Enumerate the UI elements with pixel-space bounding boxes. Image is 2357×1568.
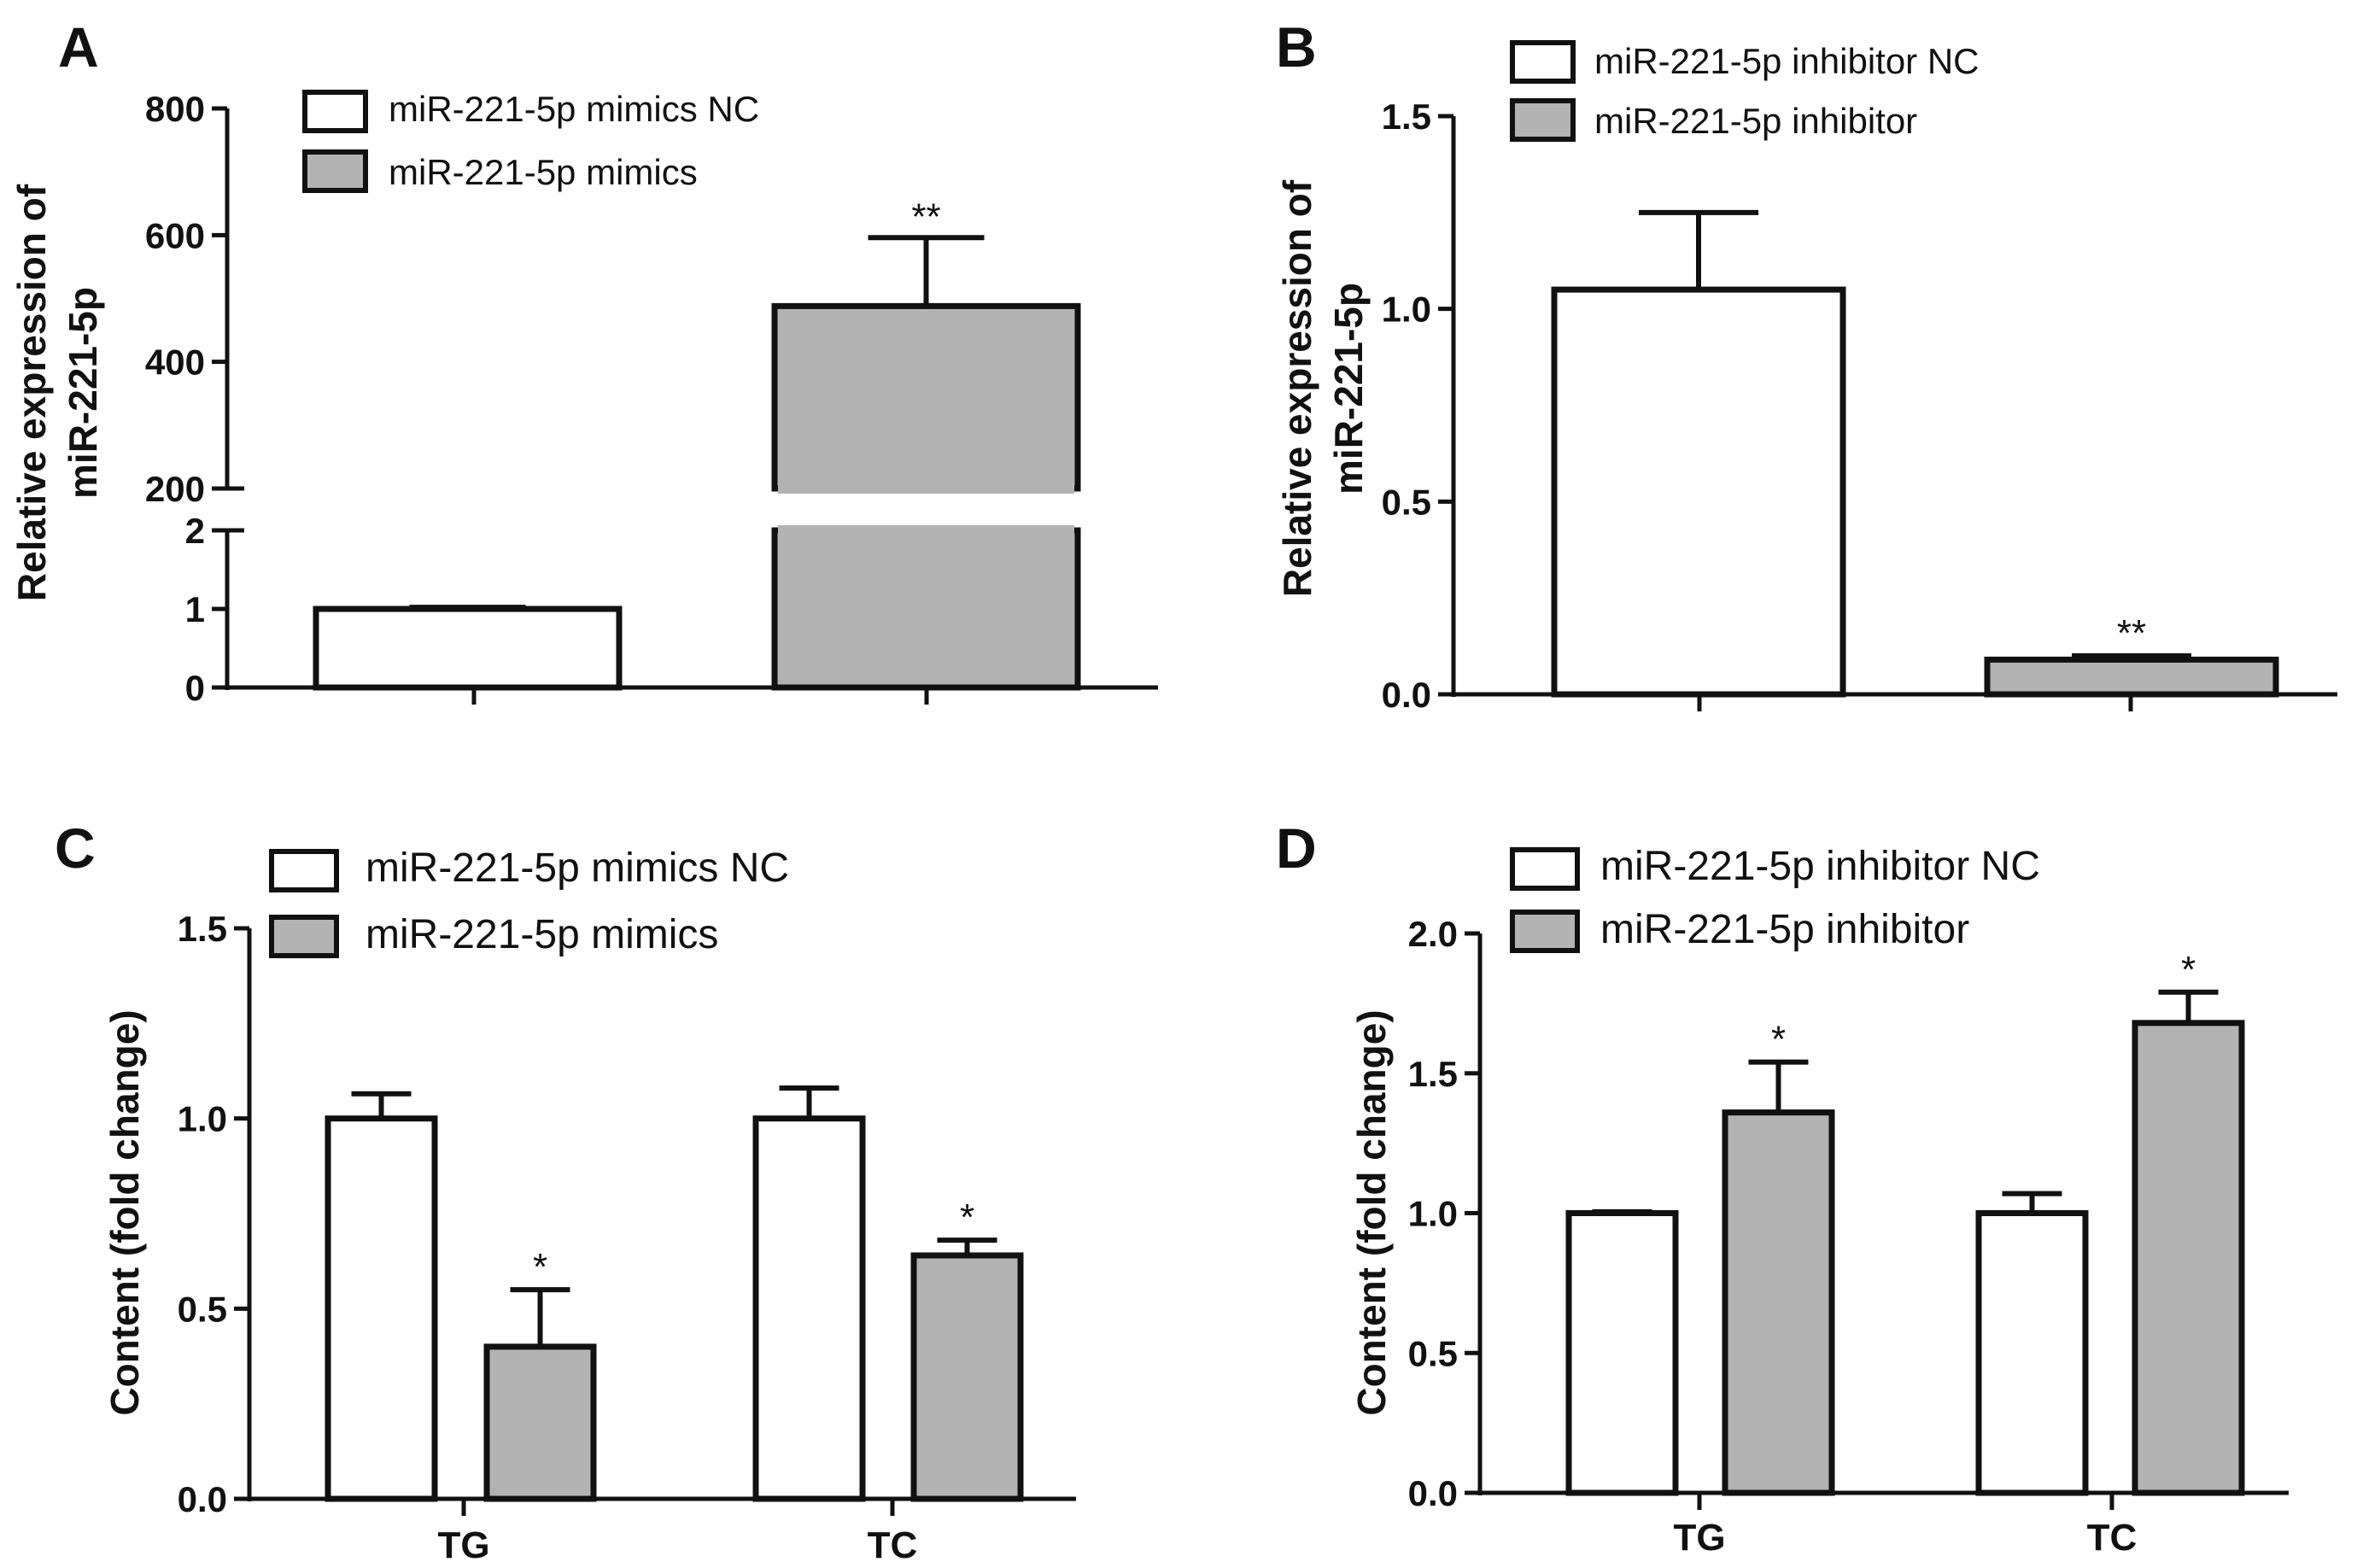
legend-label-treat-a: miR-221-5p mimics xyxy=(389,152,698,192)
panel-a: A Relative expression of miR-221-5p miR-… xyxy=(9,15,1158,708)
bar-tc-treat xyxy=(910,1252,1024,1502)
y-tick-label: 0 xyxy=(185,668,205,708)
legend-label-treat-d: miR-221-5p inhibitor xyxy=(1600,907,1969,952)
panel-b-y-axis-title: Relative expression of miR-221-5p xyxy=(1275,179,1371,597)
y-tick-label: 1.0 xyxy=(178,1099,227,1139)
y-tick-label: 2.0 xyxy=(1408,914,1458,954)
y-tick-label: 1.5 xyxy=(1408,1054,1458,1094)
x-tick-label-tg: TG xyxy=(437,1524,489,1566)
y-tick-label: 0.0 xyxy=(1382,675,1431,715)
bar-treat-break-mask-bottom xyxy=(778,525,1074,535)
legend-label-ctrl-b: miR-221-5p inhibitor NC xyxy=(1594,41,1980,81)
panel-a-legend: miR-221-5p mimics NC miR-221-5p mimics xyxy=(302,89,759,193)
legend-swatch-treat-d xyxy=(1510,910,1580,953)
bar-treat-lower xyxy=(771,527,1081,691)
panel-c-plot: * TG * TC 0.0 0.5 1.0 1.5 xyxy=(178,909,1076,1566)
sig-marker-treat: ** xyxy=(911,196,940,237)
y-tick-label: 200 xyxy=(145,469,205,509)
sig-marker-tc-treat: * xyxy=(960,1196,974,1238)
sig-marker-tc-treat: * xyxy=(2181,949,2196,991)
legend-label-treat-c: miR-221-5p mimics xyxy=(366,912,718,957)
panel-a-plot: ** 200 400 600 800 0 1 2 xyxy=(145,89,1158,708)
y-tick-label: 0.0 xyxy=(178,1479,227,1519)
panel-b-y-axis-title-line-2: miR-221-5p xyxy=(1326,283,1371,494)
legend-label-ctrl-c: miR-221-5p mimics NC xyxy=(366,845,789,891)
panel-b-y-axis-title-line-1: Relative expression of xyxy=(1275,179,1319,597)
bar-tg-ctrl xyxy=(325,1115,438,1502)
panel-d-letter: D xyxy=(1276,816,1317,880)
bar-tc-ctrl xyxy=(752,1115,866,1502)
sig-marker-tg-treat: * xyxy=(1771,1019,1786,1061)
legend-swatch-treat-b xyxy=(1510,98,1576,142)
panel-a-y-axis-title-line-2: miR-221-5p xyxy=(61,287,105,499)
sig-marker-bar-treat: ** xyxy=(2117,612,2146,654)
x-tick-label-tc: TC xyxy=(2087,1517,2138,1559)
y-tick-label: 600 xyxy=(145,215,205,255)
y-tick-label: 1.5 xyxy=(178,909,227,949)
y-tick-label: 400 xyxy=(145,342,205,383)
bar-bar-ctrl xyxy=(1551,286,1846,698)
bar-treat-break-mask-top xyxy=(778,483,1074,494)
panel-d-legend: miR-221-5p inhibitor NC miR-221-5p inhib… xyxy=(1510,844,2040,953)
panel-c-letter: C xyxy=(55,816,96,880)
legend-label-ctrl-d: miR-221-5p inhibitor NC xyxy=(1600,844,2040,889)
panel-a-letter: A xyxy=(58,15,99,79)
panel-c-y-axis-title: Content (fold change) xyxy=(102,1009,147,1415)
panel-c: C Content (fold change) miR-221-5p mimic… xyxy=(55,816,1076,1566)
y-tick-label: 1.5 xyxy=(1382,97,1431,137)
bar-tc-ctrl xyxy=(1975,1210,2089,1496)
y-tick-label: 0.5 xyxy=(178,1289,227,1329)
panel-b-legend: miR-221-5p inhibitor NC miR-221-5p inhib… xyxy=(1510,40,1980,142)
legend-swatch-treat-c xyxy=(269,915,339,958)
y-tick-label: 2 xyxy=(185,511,205,551)
panel-b-letter: B xyxy=(1276,15,1317,79)
legend-swatch-ctrl-b xyxy=(1510,40,1576,84)
panel-c-legend: miR-221-5p mimics NC miR-221-5p mimics xyxy=(269,845,789,958)
bar-tc-treat xyxy=(2132,1020,2245,1496)
sig-marker-tg-treat: * xyxy=(533,1246,547,1288)
bar-treat-upper xyxy=(771,302,1081,492)
panel-b: B Relative expression of miR-221-5p miR-… xyxy=(1275,15,2337,715)
legend-swatch-ctrl-d xyxy=(1510,847,1580,891)
x-tick-label-tc: TC xyxy=(868,1524,918,1566)
panel-a-y-axis-title-line-1: Relative expression of xyxy=(9,184,54,601)
panel-a-y-axis-title: Relative expression of miR-221-5p xyxy=(9,184,105,601)
y-tick-label: 1.0 xyxy=(1408,1194,1458,1234)
panel-b-plot: ** 0.0 0.5 1.0 1.5 xyxy=(1382,97,2337,715)
legend-label-ctrl-a: miR-221-5p mimics NC xyxy=(389,89,759,129)
bar-tg-treat xyxy=(1722,1109,1835,1496)
bar-ctrl xyxy=(313,606,623,691)
legend-label-treat-b: miR-221-5p inhibitor xyxy=(1594,101,1917,141)
legend-swatch-treat-a xyxy=(302,149,368,193)
y-tick-label: 1.0 xyxy=(1382,290,1431,330)
panel-d-plot: * TG * TC 0.0 0.5 1.0 1.5 2.0 xyxy=(1408,914,2289,1559)
y-tick-label: 0.0 xyxy=(1408,1473,1458,1513)
y-tick-label: 0.5 xyxy=(1382,482,1431,522)
y-tick-label: 1 xyxy=(185,589,205,629)
y-tick-label: 0.5 xyxy=(1408,1333,1458,1373)
x-tick-label-tg: TG xyxy=(1673,1517,1725,1559)
bar-tg-treat xyxy=(483,1343,597,1502)
legend-swatch-ctrl-a xyxy=(302,90,368,133)
bar-tg-ctrl xyxy=(1565,1210,1679,1496)
legend-swatch-ctrl-c xyxy=(269,849,339,892)
panel-d-y-axis-title: Content (fold change) xyxy=(1349,1009,1394,1415)
panel-d: D Content (fold change) miR-221-5p inhib… xyxy=(1276,816,2289,1559)
y-tick-label: 800 xyxy=(145,89,205,129)
bar-bar-treat xyxy=(1984,656,2279,698)
